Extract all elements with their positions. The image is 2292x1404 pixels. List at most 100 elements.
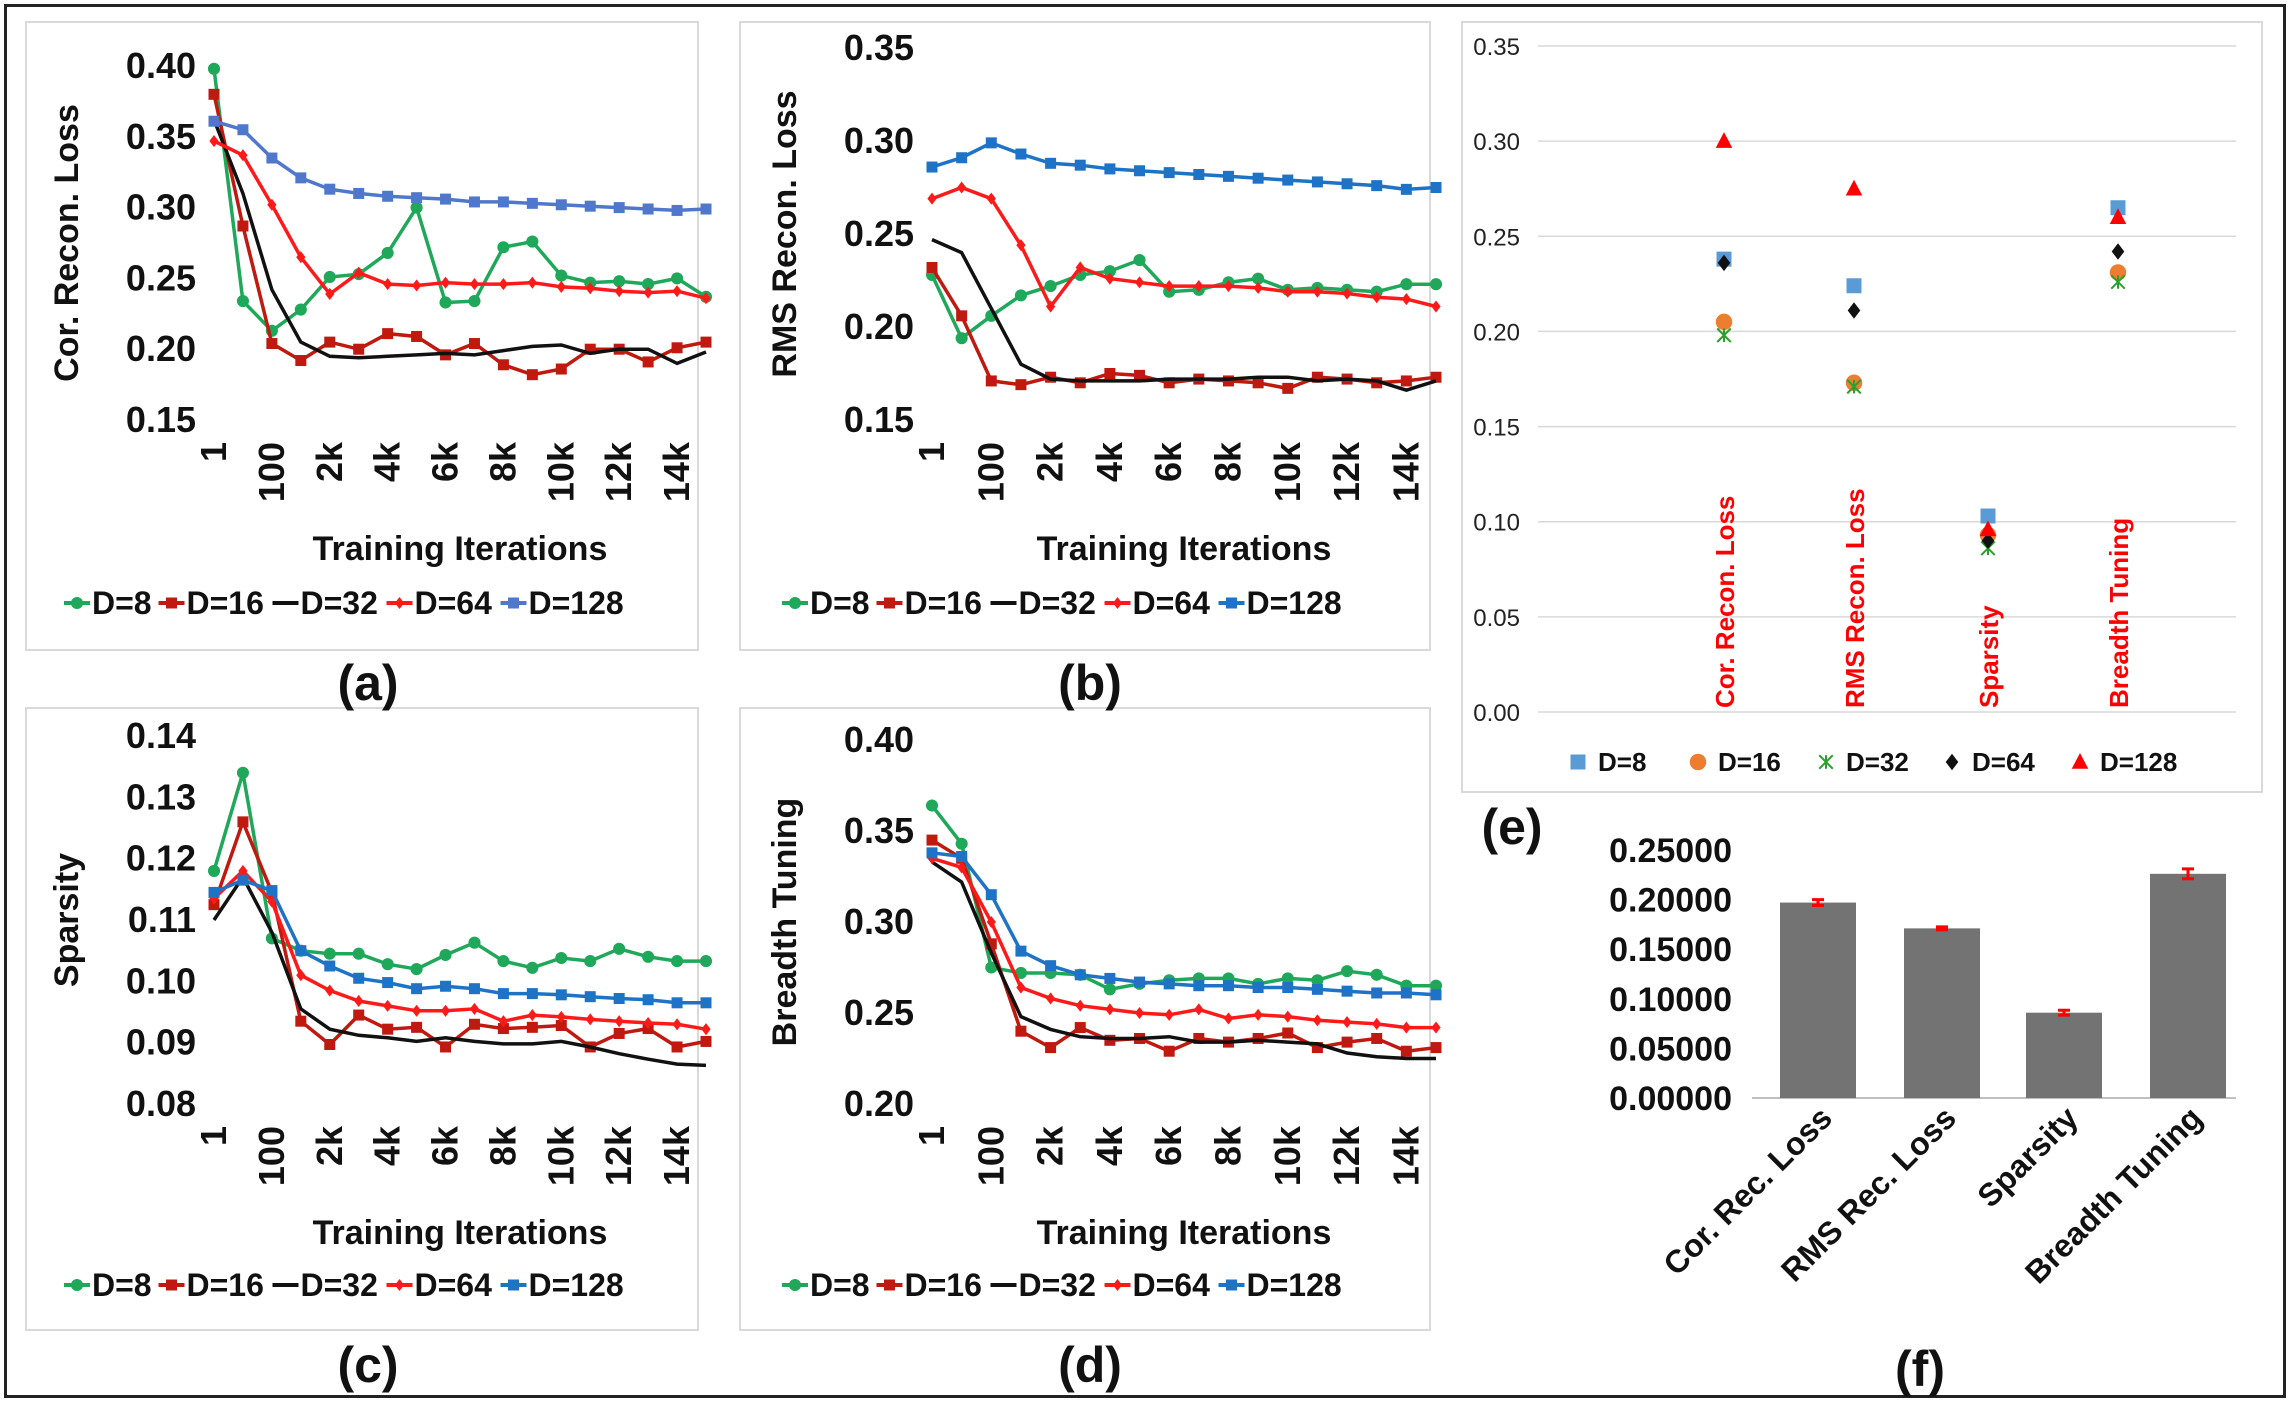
data-point — [497, 359, 509, 371]
data-point — [209, 134, 219, 148]
data-point — [468, 295, 481, 308]
data-point — [411, 192, 423, 204]
data-point — [1105, 272, 1115, 285]
data-point — [925, 799, 939, 812]
data-point — [955, 837, 968, 850]
data-point — [381, 246, 394, 259]
panel-b-box — [739, 21, 1431, 651]
series-line-d64 — [212, 868, 707, 1031]
y-tick-label: 0.11 — [128, 899, 196, 940]
data-point — [1372, 291, 1382, 304]
data-point — [699, 955, 713, 968]
data-point — [1223, 1012, 1234, 1025]
data-point — [1253, 1008, 1263, 1021]
data-point — [237, 816, 249, 828]
legend-item-d128: D=128 — [529, 1267, 624, 1303]
data-point — [643, 286, 653, 299]
category-label: Sparsity — [1974, 605, 2004, 708]
data-point — [497, 196, 509, 208]
category-label: Breadth Tuning — [2104, 518, 2134, 708]
x-tick-label: 12k — [1326, 441, 1367, 502]
data-point — [555, 269, 568, 282]
data-point — [1015, 1025, 1027, 1037]
x-tick-label: 4k — [1089, 441, 1130, 482]
data-point — [1252, 272, 1265, 285]
legend-swatch-marker — [394, 596, 405, 610]
data-point — [440, 276, 451, 289]
x-tick-label: 6k — [425, 1125, 466, 1166]
data-point — [1104, 1034, 1116, 1046]
data-point — [468, 338, 480, 350]
chart-panel-b: 0.15 0.20 0.25 0.30 0.35 1 100 2k 4k 6k 8k 10k 12k 14… — [766, 27, 1443, 621]
data-point — [672, 1018, 682, 1031]
data-point — [1075, 261, 1085, 274]
data-point — [526, 197, 538, 209]
data-point — [1194, 1003, 1204, 1016]
data-point — [440, 1041, 452, 1053]
data-point — [642, 950, 655, 963]
data-point — [1134, 976, 1146, 988]
data-point — [671, 272, 684, 285]
data-point — [325, 984, 335, 997]
data-point — [267, 198, 277, 211]
data-point — [1281, 972, 1294, 985]
data-point — [985, 375, 997, 387]
data-point — [1193, 1032, 1205, 1044]
data-point — [498, 278, 509, 291]
legend-item-d128: D=128 — [1247, 1267, 1342, 1303]
data-point — [555, 363, 567, 375]
data-point — [353, 972, 365, 984]
data-point — [527, 276, 537, 289]
data-point — [584, 955, 597, 968]
data-point — [1075, 999, 1085, 1012]
data-point — [1252, 1032, 1264, 1044]
panel-a-box — [25, 21, 699, 651]
data-point — [956, 152, 968, 164]
data-point — [1311, 974, 1324, 987]
data-point — [1074, 1022, 1086, 1034]
series-line-d64 — [213, 139, 707, 300]
data-point-d8 — [1980, 508, 1996, 524]
data-point — [1400, 987, 1412, 999]
data-point — [1400, 375, 1412, 387]
x-tick-label: 100 — [970, 1126, 1011, 1186]
y-tick-label: 0.35 — [844, 810, 914, 851]
data-point — [956, 310, 968, 322]
data-point — [410, 201, 423, 214]
data-point — [1311, 371, 1323, 383]
data-point — [411, 983, 423, 995]
data-point — [613, 993, 625, 1005]
data-point — [382, 1023, 394, 1035]
data-point — [556, 1010, 566, 1023]
legend-item-d32: D=32 — [1019, 585, 1096, 621]
data-point — [927, 192, 937, 205]
legend-item-d64: D=64 — [415, 1267, 493, 1303]
bar — [1780, 902, 1856, 1098]
data-point — [1401, 1021, 1411, 1034]
legend-swatch-marker — [394, 1278, 405, 1292]
legend-swatch-marker — [166, 597, 177, 609]
series-line-d32 — [212, 873, 707, 1068]
data-point — [295, 172, 307, 184]
data-point — [642, 994, 654, 1006]
data-point — [1222, 980, 1234, 992]
data-point — [238, 864, 248, 877]
data-point — [584, 991, 596, 1003]
legend-item-d32: D=32 — [301, 585, 378, 621]
y-tick-label: 0.15 — [1473, 415, 1520, 442]
panel-label-f: (f) — [1895, 1341, 1945, 1397]
data-point — [1342, 1016, 1352, 1029]
y-tick-label: 0.10000 — [1609, 981, 1732, 1019]
data-point — [985, 961, 998, 974]
data-point-d8 — [2110, 200, 2126, 216]
data-point — [1430, 1042, 1442, 1054]
data-point — [700, 336, 712, 348]
data-point — [985, 137, 997, 149]
data-point — [986, 915, 996, 929]
data-point — [354, 266, 364, 279]
data-point — [526, 235, 539, 248]
data-point — [237, 124, 249, 136]
legend-swatch-marker — [1112, 596, 1123, 610]
data-point — [1103, 983, 1116, 996]
